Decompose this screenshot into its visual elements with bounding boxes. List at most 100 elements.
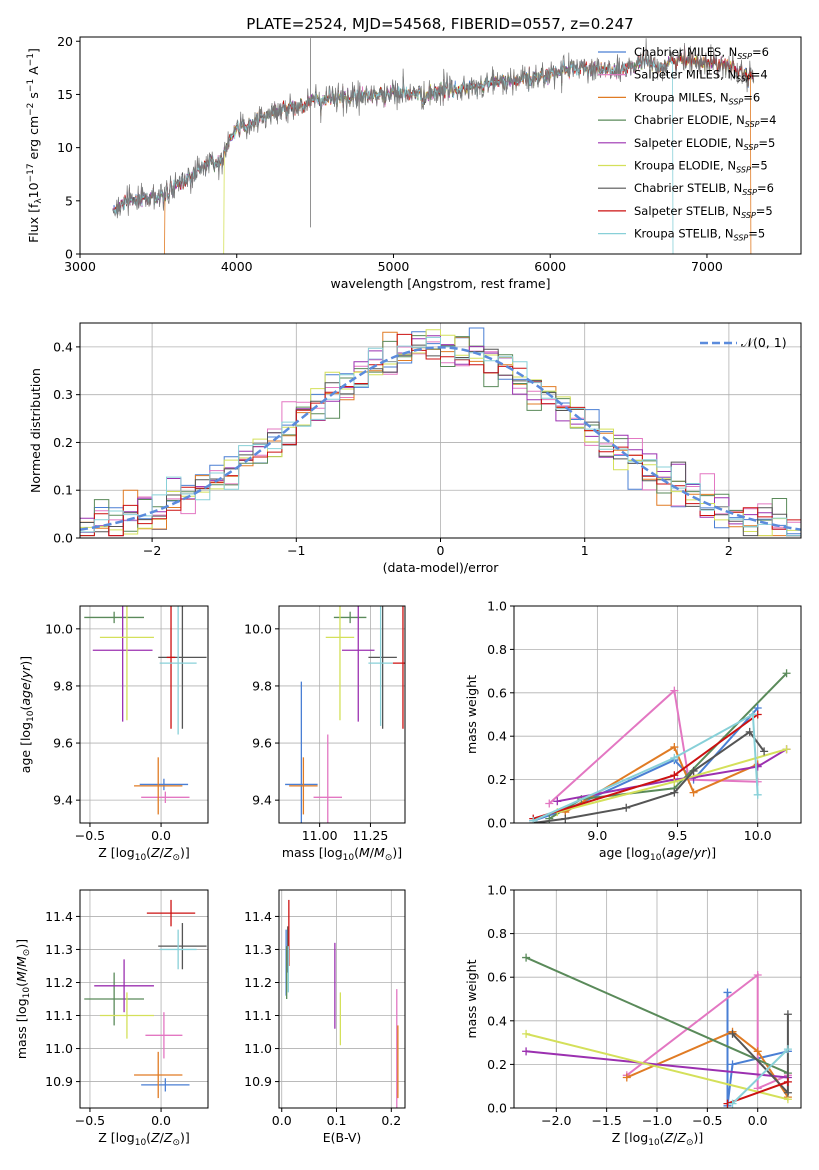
y-tick-label: 9.4 <box>252 793 272 808</box>
axes-frame <box>278 889 406 1109</box>
label-part: Z [log <box>98 845 134 860</box>
y-tick-label: 0.3 <box>53 387 73 402</box>
legend-nssp: =5 <box>758 136 775 150</box>
axes: −2 −1 0 1 2 0.0 0.1 0.2 0.3 0.4 𝒩(0, 1) (data-model… <box>28 322 802 575</box>
label-part: wavelength [Angstrom, rest frame] <box>330 276 550 291</box>
x-tick-label: −2.0 <box>541 1113 571 1128</box>
x-tick-label: 9.0 <box>587 828 607 843</box>
label-part: )] <box>14 939 29 949</box>
x-tick-label: 0 <box>437 543 445 558</box>
y-tick-label: 11.4 <box>45 909 73 924</box>
label-part: M <box>359 845 370 860</box>
y-axis-label: mass [log10(M/M⊙)] <box>14 939 32 1059</box>
y-axis-label: mass weight <box>464 675 479 754</box>
x-axis-label: age [log10(age/yr)] <box>599 845 716 863</box>
legend-label: 𝒩(0, 1) <box>741 335 787 350</box>
series-marker <box>753 1047 762 1056</box>
x-tick-label: 10.0 <box>744 828 772 843</box>
label-part: )] <box>693 1130 703 1145</box>
y-tick-label: 0 <box>65 247 73 262</box>
point-7 <box>392 606 405 729</box>
y-tick-label: 9.6 <box>53 736 73 751</box>
label-part: yr <box>693 845 707 860</box>
series-marker <box>670 753 679 762</box>
x-tick-label: −1 <box>287 543 305 558</box>
x-tick-label: 9.5 <box>668 828 688 843</box>
legend-label-0: Chabrier MILES, NSSP=6 <box>634 45 769 61</box>
point-2 <box>289 757 318 815</box>
label-part: −1 <box>26 53 36 66</box>
label-part: −2 <box>26 103 36 116</box>
series-line <box>626 1030 789 1098</box>
point-5 <box>99 606 154 721</box>
label-part: yr <box>18 665 33 679</box>
point-3 <box>84 611 144 624</box>
legend-label-7: Salpeter STELIB, NSSP=5 <box>634 204 773 220</box>
y-tick-label: 9.6 <box>252 736 272 751</box>
label-part: ⊙ <box>22 949 32 957</box>
label-part: )] <box>180 845 190 860</box>
label-part: M <box>14 956 29 967</box>
x-tick-label: 2 <box>725 543 733 558</box>
point-5 <box>99 992 154 1039</box>
legend-name: Chabrier STELIB, N <box>634 181 742 195</box>
y-tick-label: 5 <box>65 193 73 208</box>
y-tick-label: 11.0 <box>244 1041 272 1056</box>
residuals-panel: −2 −1 0 1 2 0.0 0.1 0.2 0.3 0.4 𝒩(0, 1) (data-model… <box>28 322 802 575</box>
y-tick-label: 0.1 <box>53 483 73 498</box>
series-marker <box>782 745 791 754</box>
spectrum-panel: 3000 4000 5000 6000 7000 0 5 10 15 20 Chabrier MIL… <box>26 34 802 291</box>
axes-frame <box>513 605 802 824</box>
series-line <box>564 745 759 813</box>
legend-label-6: Chabrier STELIB, NSSP=6 <box>634 181 774 197</box>
plot-area <box>285 606 405 823</box>
y-tick-label: 1.0 <box>487 599 507 614</box>
point-2 <box>134 757 183 815</box>
point-8 <box>159 606 197 735</box>
series-marker <box>553 797 562 806</box>
y-tick-label: 0.8 <box>487 642 507 657</box>
y-tick-label: 0.0 <box>487 816 507 831</box>
series-marker <box>728 1099 737 1108</box>
plot-area <box>529 669 791 823</box>
label-part: ( <box>14 982 29 987</box>
point-6 <box>368 606 397 729</box>
model-spectrum-8 <box>112 53 677 254</box>
y-tick-label: 0.2 <box>487 772 507 787</box>
legend-sub: SSP <box>734 234 749 243</box>
y-tick-label: 11.0 <box>45 1041 73 1056</box>
y-tick-label: 11.2 <box>244 975 272 990</box>
y-tick-label: 0.6 <box>487 685 507 700</box>
legend-sub: SSP <box>744 143 759 152</box>
y-axis-label: Flux [fλ10−17 erg cm−2 s−1 A−1] <box>26 48 44 243</box>
axes: −2.0 −1.5 −1.0 −0.5 0.0 0.0 0.2 0.4 0.6 0.8 1.0 Z [… <box>464 883 802 1148</box>
label-part: Z <box>664 1130 674 1145</box>
x-axis-label: Z [log10(Z/Z⊙)] <box>98 845 190 863</box>
series-marker <box>545 799 554 808</box>
point-6 <box>158 923 207 970</box>
x-tick-label: 0.0 <box>748 1113 768 1128</box>
y-tick-label: 11.1 <box>244 1008 272 1023</box>
point-1 <box>313 734 342 823</box>
series-line <box>525 1032 789 1101</box>
label-part: ( <box>660 1130 665 1145</box>
legend-sub: SSP <box>736 75 751 84</box>
x-tick-label: 0.0 <box>272 1113 292 1128</box>
axes-frame <box>79 605 209 824</box>
label-part: )] <box>706 845 716 860</box>
label-part: 10 <box>135 853 147 863</box>
plot-area <box>112 38 755 254</box>
label-part: 10 <box>135 1138 147 1148</box>
label-part: Z <box>150 845 160 860</box>
axes-frame <box>79 889 209 1109</box>
plot-area <box>84 899 207 1099</box>
legend-name: Salpeter STELIB, N <box>634 204 741 218</box>
label-part: )] <box>392 845 402 860</box>
label-part: Z <box>676 1130 686 1145</box>
label-part: 10 <box>343 853 355 863</box>
series-line <box>626 972 789 1090</box>
x-tick-label: −0.5 <box>75 828 105 843</box>
label-part: E(B-V) <box>323 1130 362 1145</box>
label-part: / <box>370 845 375 860</box>
